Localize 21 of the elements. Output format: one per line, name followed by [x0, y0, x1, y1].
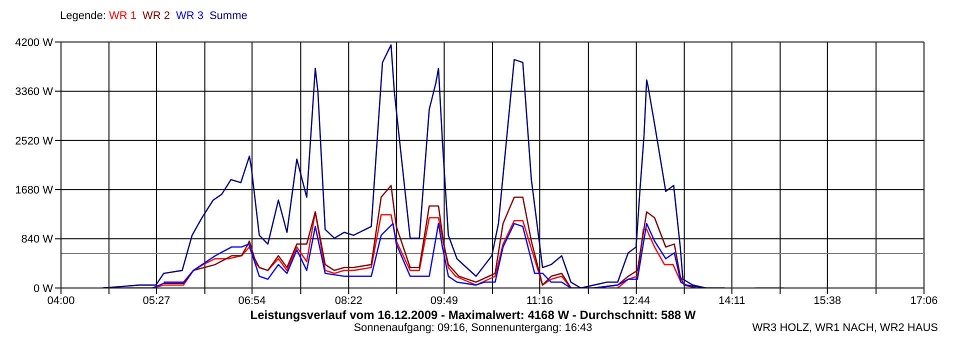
- y-tick-label: 4200 W: [15, 36, 54, 49]
- y-tick-label: 840 W: [21, 234, 54, 246]
- x-tick-label: 15:38: [814, 294, 842, 307]
- y-tick-label: 2520 W: [15, 135, 54, 148]
- x-tick-label: 04:00: [47, 294, 75, 307]
- x-tick-label: 08:22: [334, 294, 362, 307]
- y-tick-label: 1680 W: [15, 184, 54, 197]
- x-tick-label: 06:54: [238, 294, 266, 307]
- text: WR3 HOLZ, WR1 NACH, WR2 HAUS: [752, 322, 938, 334]
- x-tick-label: 09:49: [430, 294, 458, 307]
- text: Sonnenaufgang: 09:16, Sonnenuntergang: 16:43: [354, 322, 592, 334]
- x-tick-label: 11:16: [526, 294, 554, 307]
- y-tick-label: 0 W: [33, 282, 54, 295]
- x-tick-label: 14:11: [718, 294, 746, 307]
- x-tick-label: 05:27: [142, 294, 170, 307]
- x-tick-label: 12:44: [622, 294, 650, 307]
- y-tick-label: 3360 W: [15, 86, 54, 98]
- line-series: [163, 184, 697, 288]
- legend: Legende: WR 1 WR 2 WR 3 Summe: [60, 10, 960, 22]
- text: Leistungsverlauf vom 16.12.2009 - Maximalwert: 4168 W - Durchschnitt: 588 W: [249, 308, 697, 322]
- x-tick-label: 17:06: [910, 294, 938, 307]
